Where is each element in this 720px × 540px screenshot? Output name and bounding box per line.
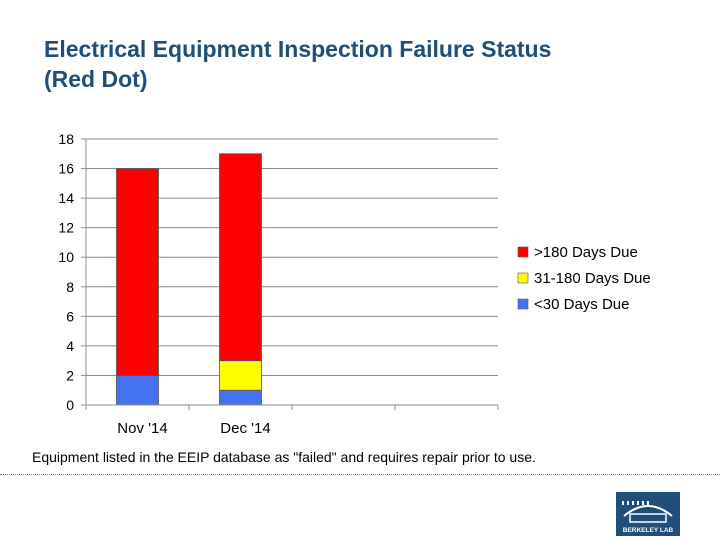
legend-swatch — [517, 272, 529, 284]
berkeley-lab-logo: BERKELEY LAB — [616, 492, 680, 536]
chart-caption: Equipment listed in the EEIP database as… — [32, 449, 536, 465]
legend-label: <30 Days Due — [534, 296, 629, 313]
y-tick-label: 2 — [66, 367, 74, 383]
x-tick-label: Dec '14 — [220, 420, 270, 437]
stacked-bar-chart: 0 2 4 6 8 10 12 14 16 18 Nov '14 Dec '14 >180 Days D… — [58, 131, 651, 437]
title-line-1: Electrical Equipment Inspection Failure … — [44, 36, 552, 62]
y-tick-label: 18 — [58, 131, 74, 147]
y-tick-label: 10 — [58, 249, 74, 265]
svg-text:BERKELEY LAB: BERKELEY LAB — [623, 527, 674, 534]
legend-label: 31-180 Days Due — [534, 270, 651, 287]
legend-swatch — [517, 298, 529, 310]
y-tick-label: 0 — [66, 397, 74, 413]
bar-segment — [219, 153, 262, 362]
chart-title: Electrical Equipment Inspection Failure … — [44, 34, 684, 94]
y-tick-label: 14 — [58, 190, 74, 206]
x-tick-label: Nov '14 — [117, 420, 167, 437]
y-tick-label: 16 — [58, 161, 74, 177]
bar-segment — [219, 389, 262, 406]
legend-swatch — [517, 246, 529, 258]
title-line-2: (Red Dot) — [44, 66, 148, 92]
footer-divider — [0, 474, 720, 475]
y-tick-label: 6 — [66, 308, 74, 324]
y-tick-label: 12 — [58, 220, 74, 236]
bar-segment — [116, 168, 159, 376]
y-tick-label: 8 — [66, 279, 74, 295]
bar-segment — [219, 360, 262, 391]
y-tick-label: 4 — [66, 338, 74, 354]
bar-segment — [116, 375, 159, 406]
legend-label: >180 Days Due — [534, 244, 638, 261]
